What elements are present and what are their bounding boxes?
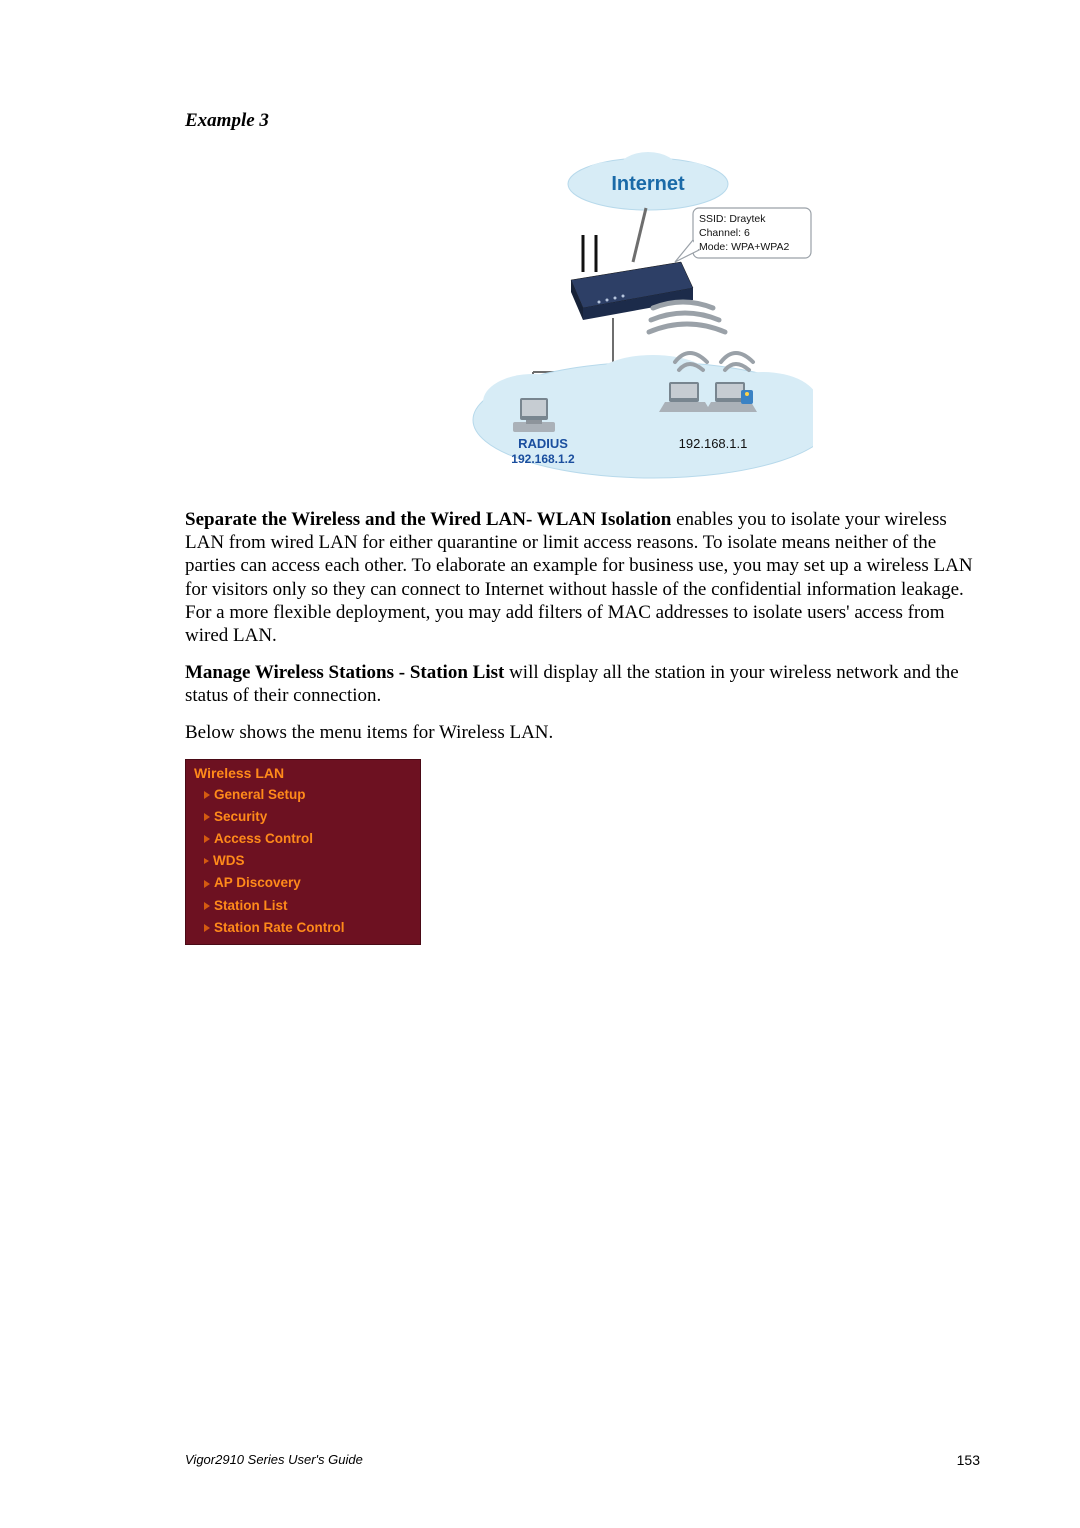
menu-item-label: WDS [213,852,245,870]
menu-item-general-setup[interactable]: General Setup [192,784,414,806]
footer-page-number: 153 [957,1452,980,1468]
internet-label: Internet [611,173,685,195]
radius-ip: 192.168.1.2 [511,452,575,466]
channel-line: Channel: 6 [699,227,750,239]
chevron-right-icon [204,858,209,864]
network-diagram: Internet SSID: Draytek Channel: 6 Mode: … [353,140,813,480]
mode-line: Mode: WPA+WPA2 [699,241,790,253]
footer-guide-title: Vigor2910 Series User's Guide [185,1452,363,1468]
para2-lead: Manage Wireless Stations - Station List [185,662,504,683]
chevron-right-icon [204,835,210,843]
wireless-lan-menu: Wireless LAN General Setup Security Acce… [185,759,421,946]
diagram-svg: Internet SSID: Draytek Channel: 6 Mode: … [353,140,813,480]
chevron-right-icon [204,813,210,821]
router-icon [571,235,693,320]
chevron-right-icon [204,924,210,932]
menu-item-station-rate-control[interactable]: Station Rate Control [192,917,414,939]
chevron-right-icon [204,791,210,799]
internet-cloud: Internet [568,152,728,210]
menu-item-access-control[interactable]: Access Control [192,828,414,850]
menu-title: Wireless LAN [192,763,414,784]
paragraph-menu-intro: Below shows the menu items for Wireless … [185,721,980,744]
ap-settings-callout: SSID: Draytek Channel: 6 Mode: WPA+WPA2 [675,208,811,262]
menu-item-label: Security [214,808,267,826]
paragraph-station-list: Manage Wireless Stations - Station List … [185,661,980,707]
menu-item-station-list[interactable]: Station List [192,895,414,917]
menu-item-security[interactable]: Security [192,806,414,828]
menu-item-wds[interactable]: WDS [192,850,414,872]
page-footer: Vigor2910 Series User's Guide 153 [0,1452,1080,1468]
ssid-line: SSID: Draytek [699,213,766,225]
para1-lead: Separate the Wireless and the Wired LAN-… [185,509,671,530]
radius-label: RADIUS [518,436,568,451]
menu-item-label: Station Rate Control [214,919,345,937]
menu-item-ap-discovery[interactable]: AP Discovery [192,872,414,894]
lan-ip: 192.168.1.1 [678,436,747,451]
menu-item-label: Access Control [214,830,313,848]
wireless-waves-icon [649,302,725,332]
paragraph-wlan-isolation: Separate the Wireless and the Wired LAN-… [185,508,980,647]
link-internet-router [633,208,646,262]
menu-item-label: General Setup [214,786,306,804]
menu-item-label: Station List [214,897,288,915]
example-heading: Example 3 [185,110,980,132]
chevron-right-icon [204,902,210,910]
menu-item-label: AP Discovery [214,874,301,892]
chevron-right-icon [204,880,210,888]
